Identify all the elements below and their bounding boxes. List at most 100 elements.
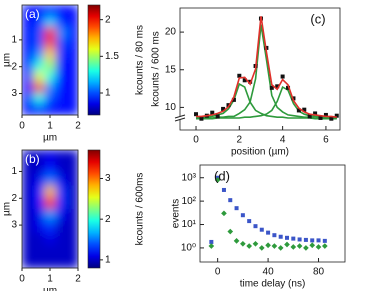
data-point	[286, 85, 291, 90]
colorbar-tick-label: 2	[105, 214, 111, 225]
heat-cell	[66, 150, 79, 163]
heat-cell	[44, 244, 57, 257]
y-tick-label: 15	[165, 64, 177, 75]
x-tick-label: 4	[280, 135, 286, 146]
heat-cell	[55, 16, 68, 28]
data-point	[269, 85, 274, 90]
colorbar-tick-label: 1	[105, 255, 111, 266]
data-point	[259, 227, 264, 232]
heat-cell	[33, 38, 45, 50]
heat-cell	[22, 150, 34, 163]
data-point	[253, 224, 258, 229]
axis-break-gap	[176, 116, 184, 120]
heat-cell	[66, 104, 79, 116]
heat-cell	[55, 232, 68, 245]
heat-cell	[44, 209, 57, 222]
heat-cell	[33, 16, 45, 28]
data-point	[237, 73, 242, 78]
heat-cell	[55, 150, 68, 163]
data-point	[221, 187, 226, 192]
heat-cell	[55, 220, 68, 234]
plot-frame	[179, 7, 341, 131]
heat-cell	[33, 104, 45, 116]
data-point	[272, 233, 277, 238]
heat-cell	[55, 209, 68, 222]
heat-cell	[66, 256, 79, 269]
heat-cell	[44, 93, 57, 105]
heat-cell	[22, 5, 34, 17]
data-point	[252, 240, 259, 247]
data-point	[233, 238, 240, 244]
heat-cell	[22, 244, 34, 257]
data-point	[290, 244, 297, 250]
data-point	[313, 111, 318, 116]
data-point	[302, 107, 307, 112]
heat-cell	[33, 82, 45, 94]
heat-cell	[66, 185, 79, 198]
data-point	[258, 245, 265, 251]
data-point	[278, 234, 283, 239]
heat-cell	[44, 5, 57, 17]
x-axis-label: µm	[43, 133, 57, 144]
heat-cell	[44, 150, 57, 163]
y-axis-label: µm	[2, 53, 13, 67]
x-axis-label: µm	[43, 286, 57, 291]
heat-cell	[22, 38, 34, 50]
data-point	[209, 239, 214, 244]
y-tick-label: 3	[11, 220, 17, 231]
y-axis-label: kcounts / 600 ms	[151, 31, 162, 107]
data-point	[303, 237, 308, 242]
data-point	[221, 210, 227, 217]
data-point	[315, 244, 322, 250]
heat-cell	[33, 220, 45, 234]
heat-cell	[55, 93, 68, 105]
x-tick-label: 0	[215, 267, 221, 278]
heat-cell	[66, 244, 79, 257]
heat-cell	[33, 5, 45, 17]
axis-break	[174, 114, 186, 122]
heat-cell	[33, 232, 45, 245]
data-point	[334, 113, 339, 118]
colorbar-tick-label: 1.5	[105, 51, 119, 62]
heatmap-image	[22, 150, 79, 269]
heat-cell	[33, 185, 45, 198]
heat-cell	[33, 173, 45, 186]
data-point	[208, 243, 215, 249]
data-point	[240, 213, 245, 218]
x-tick-label: 0	[19, 274, 25, 285]
heat-cell	[22, 82, 34, 94]
x-tick-label: 2	[75, 121, 81, 132]
x-tick-label: 40	[263, 267, 275, 278]
y-tick-label: 10³	[182, 172, 197, 183]
heat-cell	[22, 197, 34, 210]
x-axis-label: time delay (ns)	[240, 279, 306, 290]
heat-cell	[33, 161, 45, 175]
data-point	[329, 116, 334, 121]
y-tick-label: 10⁰	[181, 243, 196, 254]
heat-cell	[44, 71, 57, 83]
heat-cell	[22, 209, 34, 222]
data-point	[210, 110, 215, 115]
heat-cell	[66, 173, 79, 186]
heatmap-image	[22, 5, 79, 116]
heat-cell	[66, 82, 79, 94]
data-point	[310, 238, 315, 243]
heat-cell	[44, 16, 57, 28]
heat-cell	[22, 49, 34, 61]
heat-cell	[33, 256, 45, 269]
heat-cell	[44, 49, 57, 61]
heat-cell	[22, 27, 34, 39]
heat-cell	[22, 161, 34, 175]
heat-cell	[22, 93, 34, 105]
data-point	[231, 97, 236, 102]
heat-cell	[55, 256, 68, 269]
data-point	[194, 112, 199, 117]
heat-cell	[44, 220, 57, 234]
heat-cell	[55, 5, 68, 17]
colorbar-tick-label: 1	[105, 88, 111, 99]
heat-cell	[22, 104, 34, 116]
panel-label: (a)	[25, 7, 40, 21]
x-tick-label: 2	[75, 274, 81, 285]
heat-cell	[22, 173, 34, 186]
data-point	[316, 238, 321, 243]
